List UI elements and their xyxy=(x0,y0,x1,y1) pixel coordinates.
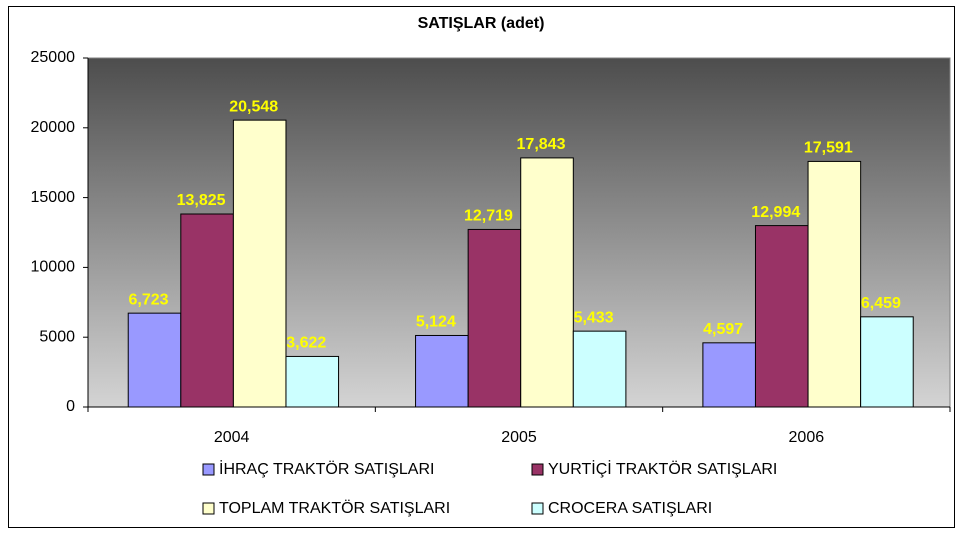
bar xyxy=(572,330,627,408)
y-tick-label: 25000 xyxy=(31,49,76,66)
bar xyxy=(285,355,340,408)
bar xyxy=(860,316,914,408)
x-tick-label: 2006 xyxy=(789,429,825,446)
value-label: 5,124 xyxy=(416,314,456,331)
bar xyxy=(467,228,522,408)
x-tick-label: 2005 xyxy=(501,429,537,446)
value-label: 4,597 xyxy=(703,321,743,338)
value-label: 13,825 xyxy=(177,192,226,209)
value-label: 12,719 xyxy=(464,208,513,225)
legend-label: CROCERA SATIŞLARI xyxy=(548,500,712,517)
x-tick-label: 2004 xyxy=(214,429,250,446)
bar xyxy=(702,342,756,408)
bar xyxy=(754,225,809,408)
value-label: 17,591 xyxy=(804,140,853,157)
legend-swatch xyxy=(531,463,544,476)
y-tick-label: 5000 xyxy=(39,328,75,345)
value-label: 17,843 xyxy=(517,136,566,153)
value-label: 5,433 xyxy=(574,309,614,326)
value-label: 12,994 xyxy=(751,204,800,221)
legend-label: İHRAÇ TRAKTÖR SATIŞLARI xyxy=(219,459,434,478)
value-label: 6,723 xyxy=(128,291,168,308)
legend-swatch xyxy=(531,502,544,515)
bar xyxy=(232,119,287,408)
legend-label: TOPLAM TRAKTÖR SATIŞLARI xyxy=(219,499,450,517)
y-tick-label: 20000 xyxy=(31,119,76,136)
bar xyxy=(127,312,182,408)
bar xyxy=(520,157,574,408)
value-label: 6,459 xyxy=(861,295,901,312)
y-tick-label: 15000 xyxy=(31,189,76,206)
value-label: 3,622 xyxy=(286,335,326,352)
value-label: 20,548 xyxy=(229,98,278,115)
chart-title: SATIŞLAR (adet) xyxy=(418,15,545,32)
bar xyxy=(807,160,862,408)
bar xyxy=(180,213,234,408)
bar xyxy=(415,334,469,408)
legend-label: YURTİÇİ TRAKTÖR SATIŞLARI xyxy=(548,459,777,478)
y-tick-label: 10000 xyxy=(31,259,76,276)
y-tick-label: 0 xyxy=(66,398,75,415)
legend-swatch xyxy=(202,502,215,515)
legend-swatch xyxy=(202,463,215,476)
